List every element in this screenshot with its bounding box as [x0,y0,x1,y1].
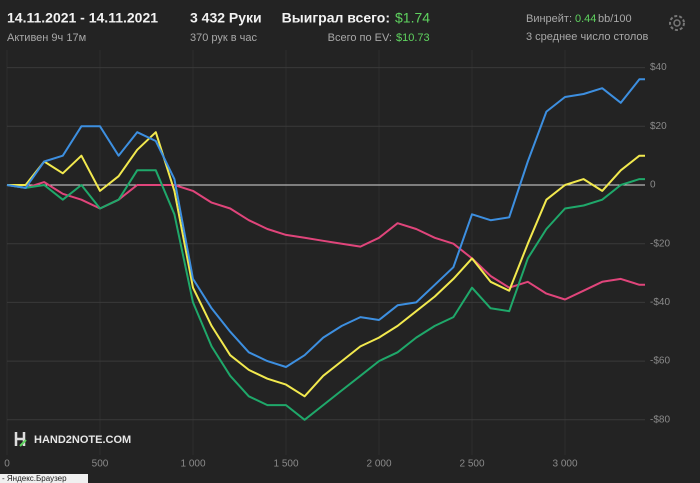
x-tick-label: 1 500 [273,459,298,470]
series-line [6,78,645,368]
hands: 3 432 Руки [190,10,262,26]
won-value: $1.74 [395,10,430,26]
x-tick-label: 2 500 [459,459,484,470]
taskbar [0,474,88,483]
winrate-label: Винрейт: [526,13,572,25]
winrate-value: 0.44 [575,13,596,25]
y-tick-label: $40 [650,62,667,73]
y-tick-label: 0 [650,180,656,191]
series-line [6,169,645,421]
ev-label: Всего по EV: [328,32,392,44]
y-tick-label: -$40 [650,297,670,308]
logo: HAND2NOTE.COM [14,432,131,447]
hands-per-hour: 370 рук в час [190,32,258,44]
y-tick-label: -$20 [650,238,670,249]
x-tick-label: 0 [4,459,10,470]
x-tick-label: 2 000 [366,459,391,470]
x-tick-label: 1 000 [180,459,205,470]
active-time: Активен 9ч 17м [7,32,86,44]
y-tick-label: -$80 [650,414,670,425]
winrate-unit: bb/100 [598,13,632,25]
plot: 0 500 1 000 1 500 2 000 2 500 3 000 $40 $20 0 -$20… [4,50,670,470]
taskbar-text: - Яндекс.Браузер [2,474,67,483]
x-tick-label: 500 [92,459,109,470]
y-tick-label: -$60 [650,356,670,367]
y-tick-label: $20 [650,121,667,132]
x-tick-label: 3 000 [553,459,578,470]
won-label: Выиграл всего: [282,10,390,26]
ev-value: $10.73 [396,32,430,44]
date-range: 14.11.2021 - 14.11.2021 [7,10,158,26]
settings-button[interactable] [669,15,685,31]
avg-tables: 3 среднее число столов [526,31,648,43]
logo-text: HAND2NOTE.COM [34,434,131,446]
series-line [7,131,645,398]
